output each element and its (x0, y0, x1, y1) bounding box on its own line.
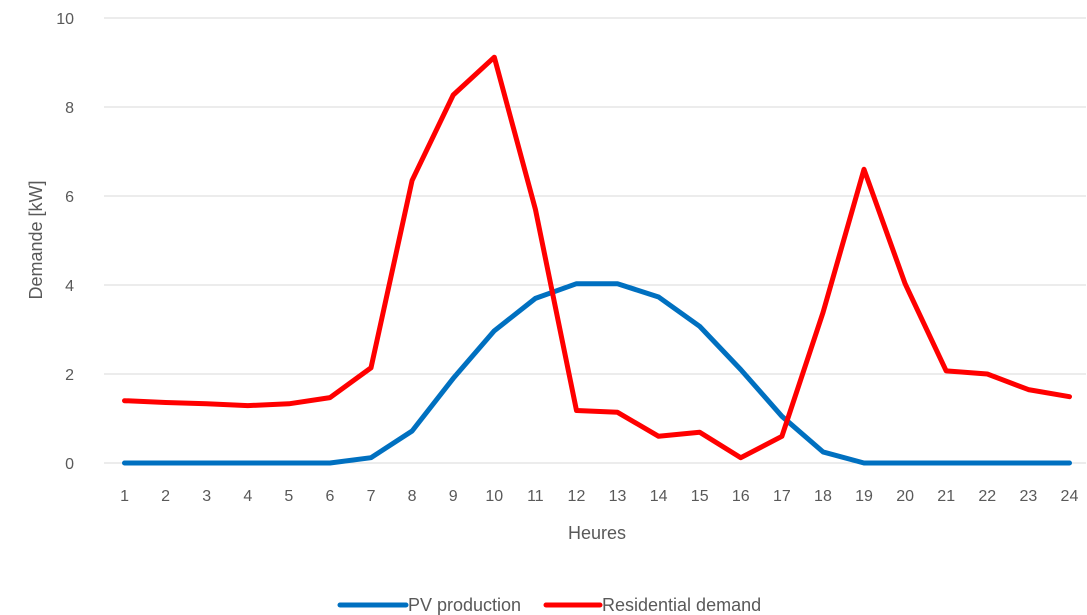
series-line-pv-production (122, 281, 1072, 466)
y-tick-label: 8 (65, 100, 74, 117)
legend-label-residential-demand: Residential demand (602, 595, 761, 615)
x-tick-label: 12 (568, 488, 586, 505)
x-tick-label: 22 (978, 488, 996, 505)
series-lines (122, 54, 1072, 466)
y-axis-title: Demande [kW] (26, 180, 46, 299)
x-tick-label: 3 (202, 488, 211, 505)
x-tick-label: 23 (1019, 488, 1037, 505)
x-tick-label: 6 (326, 488, 335, 505)
x-tick-label: 11 (527, 488, 544, 505)
y-tick-label: 2 (65, 367, 74, 384)
x-tick-label: 18 (814, 488, 832, 505)
legend: PV production Residential demand (337, 595, 761, 615)
y-tick-labels: 0 2 4 6 8 10 (56, 11, 74, 473)
x-tick-label: 13 (609, 488, 627, 505)
gridlines (104, 17, 1086, 464)
y-tick-label: 6 (65, 189, 74, 206)
x-tick-label: 15 (691, 488, 709, 505)
x-tick-label: 20 (896, 488, 914, 505)
legend-label-pv-production: PV production (408, 595, 521, 615)
x-tick-label: 21 (937, 488, 955, 505)
x-tick-label: 2 (161, 488, 170, 505)
x-tick-labels: 1 2 3 4 5 6 7 8 9 10 11 12 13 14 15 16 17 18 19 20 21 22 23 24 (120, 488, 1078, 505)
x-tick-label: 14 (650, 488, 668, 505)
x-tick-label: 1 (120, 488, 129, 505)
y-tick-label: 10 (56, 11, 74, 28)
x-tick-label: 9 (449, 488, 458, 505)
y-tick-label: 0 (65, 456, 74, 473)
x-tick-label: 7 (367, 488, 376, 505)
x-tick-label: 16 (732, 488, 750, 505)
x-axis-title: Heures (568, 523, 626, 543)
x-tick-label: 17 (773, 488, 791, 505)
x-tick-label: 19 (855, 488, 873, 505)
x-tick-label: 5 (284, 488, 293, 505)
x-tick-label: 4 (243, 488, 252, 505)
x-tick-label: 8 (408, 488, 417, 505)
y-tick-label: 4 (65, 278, 74, 295)
series-line-residential-demand (122, 54, 1072, 461)
x-tick-label: 24 (1061, 488, 1079, 505)
x-tick-label: 10 (485, 488, 503, 505)
